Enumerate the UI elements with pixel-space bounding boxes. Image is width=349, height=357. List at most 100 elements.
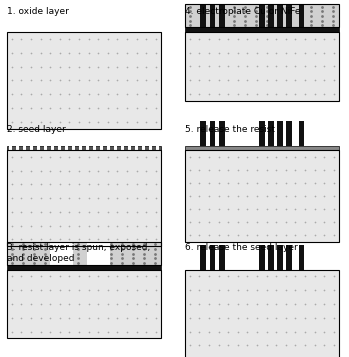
Point (97, 246, 103, 252)
Point (134, 181, 139, 187)
Point (153, 181, 158, 187)
Point (57, 168, 62, 174)
Point (47, 64, 53, 69)
Point (105, 64, 111, 69)
Point (57, 154, 62, 160)
Point (134, 195, 139, 201)
Point (254, 329, 260, 335)
Point (254, 233, 260, 238)
Point (210, 8, 215, 14)
Point (65, 251, 70, 256)
Bar (107, 146, 110, 150)
Point (331, 342, 336, 348)
Point (312, 206, 317, 212)
Point (9, 64, 15, 69)
Point (47, 50, 53, 56)
Bar (268, 4, 274, 27)
Point (302, 273, 308, 279)
Point (67, 237, 72, 242)
Point (114, 209, 120, 215)
Point (196, 64, 202, 69)
Point (124, 301, 130, 307)
Point (86, 195, 91, 201)
Point (105, 36, 111, 42)
Point (76, 105, 82, 111)
Point (38, 50, 43, 56)
Point (187, 193, 193, 199)
Point (245, 180, 250, 186)
Point (319, 13, 325, 19)
Point (95, 195, 101, 201)
Point (86, 287, 91, 293)
Point (331, 167, 336, 172)
Point (86, 209, 91, 215)
Point (53, 260, 59, 266)
Point (312, 233, 317, 238)
Point (105, 223, 111, 228)
Point (187, 356, 193, 357)
Bar (277, 121, 283, 146)
Point (264, 50, 269, 56)
Point (105, 209, 111, 215)
Point (287, 22, 292, 28)
Point (28, 154, 34, 160)
Point (245, 77, 250, 83)
Point (196, 206, 202, 212)
Point (10, 241, 15, 247)
Point (97, 251, 103, 256)
Point (57, 209, 62, 215)
Point (225, 273, 231, 279)
Point (86, 273, 91, 279)
Point (124, 329, 130, 335)
Point (143, 223, 149, 228)
Point (235, 154, 240, 159)
Point (245, 91, 250, 97)
Point (134, 91, 139, 97)
Point (105, 181, 111, 187)
Point (283, 329, 289, 335)
Bar (37, 146, 40, 150)
Point (53, 256, 59, 261)
Point (28, 301, 34, 307)
Point (254, 154, 260, 159)
Point (196, 233, 202, 238)
Point (57, 91, 62, 97)
Point (32, 256, 37, 261)
Point (302, 206, 308, 212)
Point (196, 77, 202, 83)
Point (216, 167, 221, 172)
Point (235, 91, 240, 97)
Bar (87, 242, 110, 265)
Point (114, 273, 120, 279)
Point (153, 273, 158, 279)
Point (105, 77, 111, 83)
Point (321, 233, 327, 238)
Point (114, 181, 120, 187)
Point (221, 22, 226, 28)
Point (283, 220, 289, 225)
Point (264, 193, 269, 199)
Point (292, 91, 298, 97)
Point (321, 287, 327, 293)
Point (254, 50, 260, 56)
Point (225, 193, 231, 199)
Point (65, 256, 70, 261)
Point (67, 119, 72, 125)
Point (114, 301, 120, 307)
Point (109, 256, 114, 261)
Point (225, 287, 231, 293)
Point (235, 233, 240, 238)
Point (196, 36, 202, 42)
Point (143, 105, 149, 111)
Text: 6. release the seed layer: 6. release the seed layer (185, 243, 298, 252)
Bar (7, 270, 161, 338)
Point (57, 315, 62, 321)
Point (153, 77, 158, 83)
Point (53, 241, 59, 247)
Point (216, 233, 221, 238)
Point (245, 356, 250, 357)
Point (76, 64, 82, 69)
Point (76, 181, 82, 187)
Point (21, 251, 26, 256)
Point (273, 206, 279, 212)
